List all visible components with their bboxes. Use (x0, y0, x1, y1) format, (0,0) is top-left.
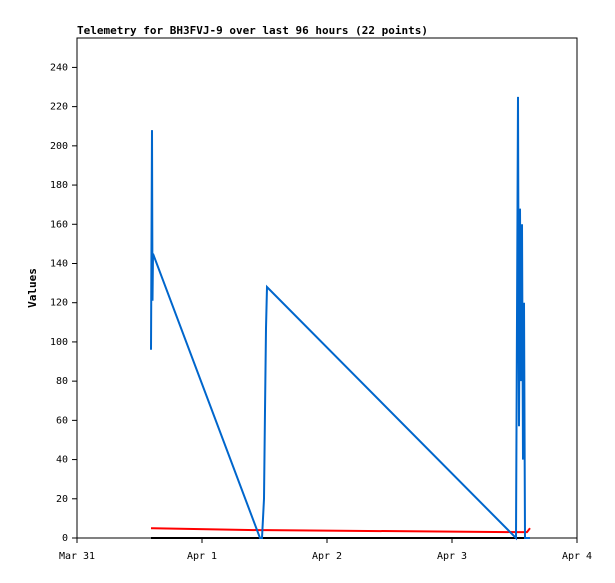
y-tick-label: 80 (56, 376, 68, 387)
y-tick-label: 20 (56, 494, 68, 505)
x-tick-label: Mar 31 (59, 551, 95, 562)
y-tick-label: 140 (50, 258, 68, 269)
y-tick-label: 200 (50, 141, 68, 152)
series-line (150, 96, 530, 541)
y-tick-label: 160 (50, 219, 68, 230)
y-tick-label: 240 (50, 62, 68, 73)
x-tick-label: Apr 4 (562, 551, 592, 562)
x-tick-label: Apr 1 (187, 551, 217, 562)
y-tick-label: 0 (62, 533, 68, 544)
y-tick-label: 220 (50, 102, 68, 113)
y-axis-label: Values (26, 268, 39, 308)
y-tick-label: 120 (50, 298, 68, 309)
chart-title: Telemetry for BH3FVJ-9 over last 96 hour… (77, 24, 428, 37)
x-tick-label: Apr 2 (312, 551, 342, 562)
y-tick-label: 180 (50, 180, 68, 191)
y-tick-label: 60 (56, 415, 68, 426)
y-tick-label: 100 (50, 337, 68, 348)
x-tick-label: Apr 3 (437, 551, 467, 562)
y-tick-label: 40 (56, 455, 68, 466)
